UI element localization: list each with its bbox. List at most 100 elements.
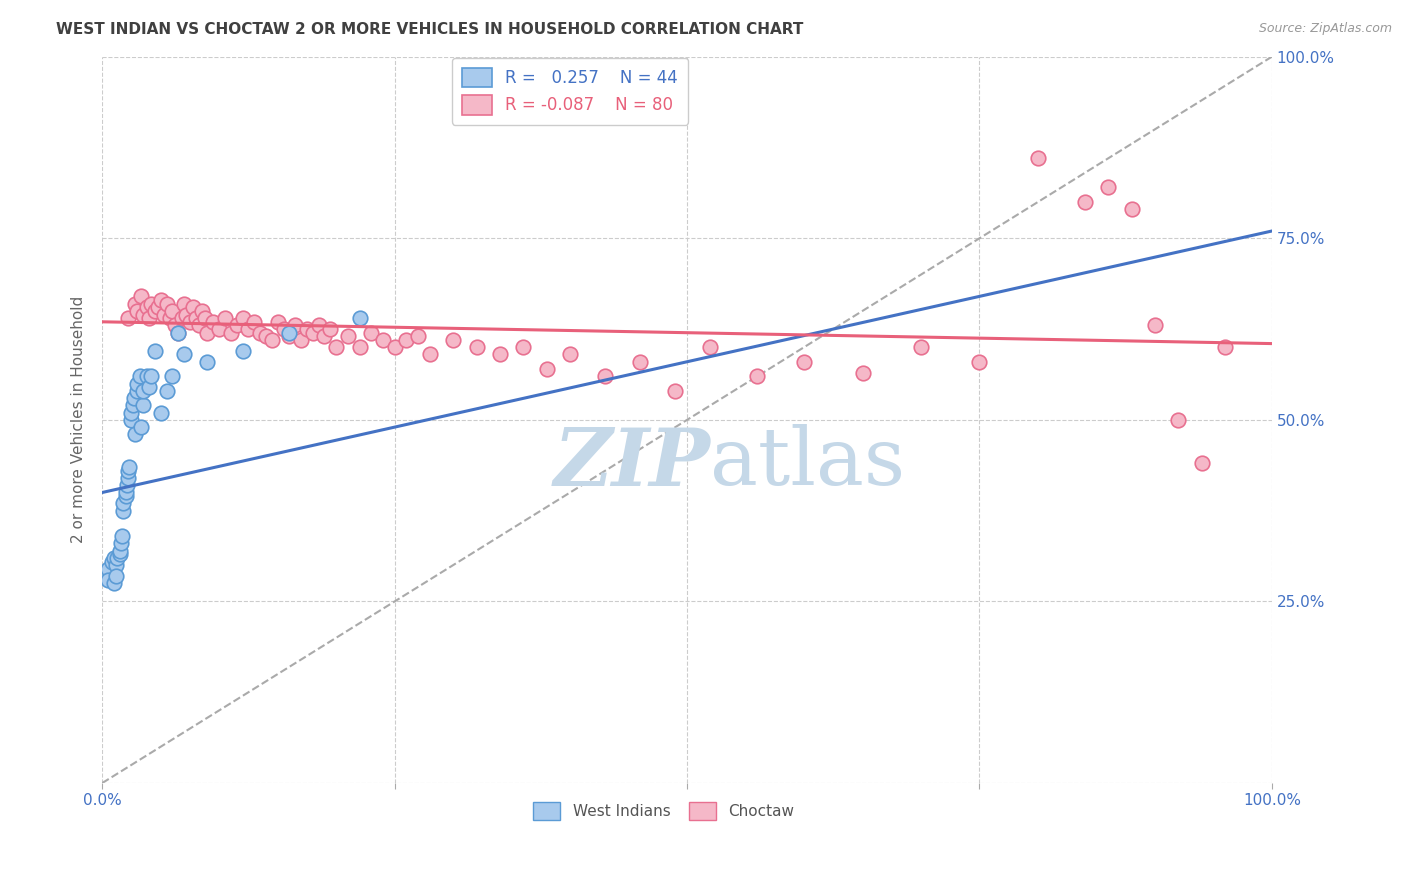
Point	[1097, 180, 1119, 194]
Point	[129, 420, 152, 434]
Point	[349, 340, 371, 354]
Point	[97, 573, 120, 587]
Point	[395, 333, 418, 347]
Point	[851, 366, 873, 380]
Point	[112, 503, 135, 517]
Point	[910, 340, 932, 354]
Point	[124, 427, 146, 442]
Point	[112, 496, 135, 510]
Point	[593, 369, 616, 384]
Point	[1167, 413, 1189, 427]
Point	[969, 355, 991, 369]
Point	[107, 550, 129, 565]
Point	[699, 340, 721, 354]
Text: WEST INDIAN VS CHOCTAW 2 OR MORE VEHICLES IN HOUSEHOLD CORRELATION CHART: WEST INDIAN VS CHOCTAW 2 OR MORE VEHICLE…	[56, 22, 804, 37]
Point	[349, 311, 371, 326]
Point	[214, 311, 236, 326]
Point	[558, 347, 581, 361]
Point	[121, 398, 143, 412]
Text: Source: ZipAtlas.com: Source: ZipAtlas.com	[1258, 22, 1392, 36]
Point	[793, 355, 815, 369]
Legend: West Indians, Choctaw: West Indians, Choctaw	[527, 797, 800, 826]
Point	[127, 376, 149, 391]
Point	[273, 322, 295, 336]
Point	[325, 340, 347, 354]
Point	[208, 322, 231, 336]
Point	[135, 369, 157, 384]
Point	[105, 569, 128, 583]
Point	[103, 576, 125, 591]
Point	[149, 293, 172, 307]
Point	[238, 322, 260, 336]
Point	[108, 547, 131, 561]
Point	[232, 311, 254, 326]
Point	[284, 318, 307, 333]
Point	[120, 413, 142, 427]
Point	[197, 326, 219, 340]
Point	[308, 318, 330, 333]
Point	[249, 326, 271, 340]
Point	[489, 347, 512, 361]
Point	[176, 308, 198, 322]
Point	[143, 304, 166, 318]
Point	[108, 543, 131, 558]
Point	[384, 340, 406, 354]
Point	[254, 329, 277, 343]
Point	[179, 315, 201, 329]
Point	[1026, 152, 1049, 166]
Point	[148, 300, 170, 314]
Point	[188, 318, 211, 333]
Point	[167, 326, 190, 340]
Point	[138, 311, 160, 326]
Point	[336, 329, 359, 343]
Point	[159, 311, 181, 326]
Point	[129, 289, 152, 303]
Point	[278, 326, 301, 340]
Point	[441, 333, 464, 347]
Point	[512, 340, 534, 354]
Point	[266, 315, 288, 329]
Point	[118, 460, 141, 475]
Point	[1143, 318, 1166, 333]
Point	[314, 329, 336, 343]
Point	[173, 347, 195, 361]
Point	[260, 333, 283, 347]
Point	[1191, 457, 1213, 471]
Point	[1074, 194, 1097, 209]
Point	[301, 326, 323, 340]
Point	[117, 311, 139, 326]
Point	[162, 304, 184, 318]
Point	[117, 471, 139, 485]
Point	[465, 340, 488, 354]
Point	[295, 322, 318, 336]
Point	[120, 406, 142, 420]
Point	[141, 369, 163, 384]
Text: ZIP: ZIP	[554, 425, 710, 502]
Point	[128, 369, 150, 384]
Text: atlas: atlas	[710, 425, 905, 502]
Point	[170, 311, 193, 326]
Point	[628, 355, 651, 369]
Point	[290, 333, 312, 347]
Point	[132, 308, 155, 322]
Point	[100, 554, 122, 568]
Point	[124, 296, 146, 310]
Point	[155, 296, 177, 310]
Point	[127, 304, 149, 318]
Point	[97, 562, 120, 576]
Y-axis label: 2 or more Vehicles in Household: 2 or more Vehicles in Household	[72, 296, 86, 543]
Point	[202, 315, 225, 329]
Point	[167, 326, 190, 340]
Point	[1213, 340, 1236, 354]
Point	[141, 296, 163, 310]
Point	[190, 304, 212, 318]
Point	[183, 300, 205, 314]
Point	[155, 384, 177, 398]
Point	[232, 343, 254, 358]
Point	[360, 326, 382, 340]
Point	[747, 369, 769, 384]
Point	[219, 326, 242, 340]
Point	[319, 322, 342, 336]
Point	[111, 529, 134, 543]
Point	[114, 489, 136, 503]
